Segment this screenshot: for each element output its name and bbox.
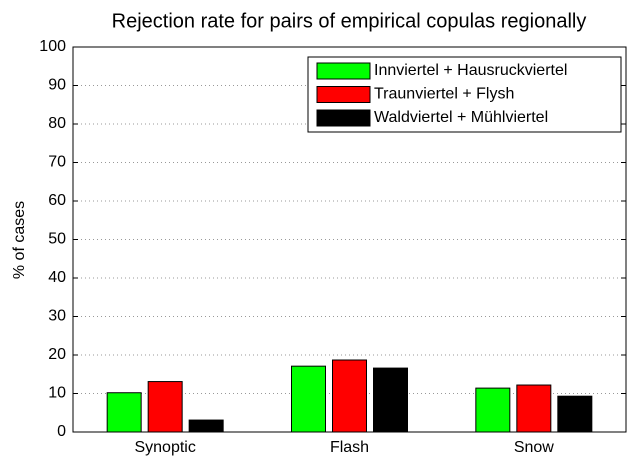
bar (332, 359, 367, 433)
bar (557, 395, 593, 433)
legend-swatch (316, 62, 371, 80)
legend-swatch (316, 86, 371, 103)
y-tick-label: 90 (48, 77, 66, 94)
legend-label: Innviertel + Hausruckviertel (374, 62, 567, 79)
x-tick-label: Flash (330, 439, 369, 456)
chart-title: Rejection rate for pairs of empirical co… (112, 10, 587, 32)
bar (106, 392, 142, 433)
x-tick-label: Synoptic (134, 439, 195, 456)
y-axis-label: % of cases (11, 201, 28, 279)
y-tick-label: 10 (48, 385, 66, 402)
legend-label: Waldviertel + Mühlviertel (374, 109, 548, 126)
y-tick-label: 60 (48, 192, 66, 209)
y-tick-label: 70 (48, 154, 66, 171)
bar (147, 381, 183, 433)
y-tick-label: 0 (57, 423, 66, 440)
legend-swatch (316, 109, 371, 127)
y-tick-label: 20 (48, 346, 66, 363)
plot-frame (72, 46, 627, 433)
y-tick-label: 80 (48, 115, 66, 132)
y-tick-label: 30 (48, 308, 66, 325)
bar (188, 419, 224, 433)
bar (373, 367, 408, 433)
legend-label: Traunviertel + Flysh (374, 86, 514, 103)
bar (475, 387, 511, 433)
y-tick-label: 40 (48, 269, 66, 286)
x-tick-label: Snow (514, 439, 554, 456)
bar (516, 384, 552, 433)
y-tick-label: 100 (39, 38, 66, 55)
bar (291, 365, 326, 433)
y-tick-label: 50 (48, 231, 66, 248)
